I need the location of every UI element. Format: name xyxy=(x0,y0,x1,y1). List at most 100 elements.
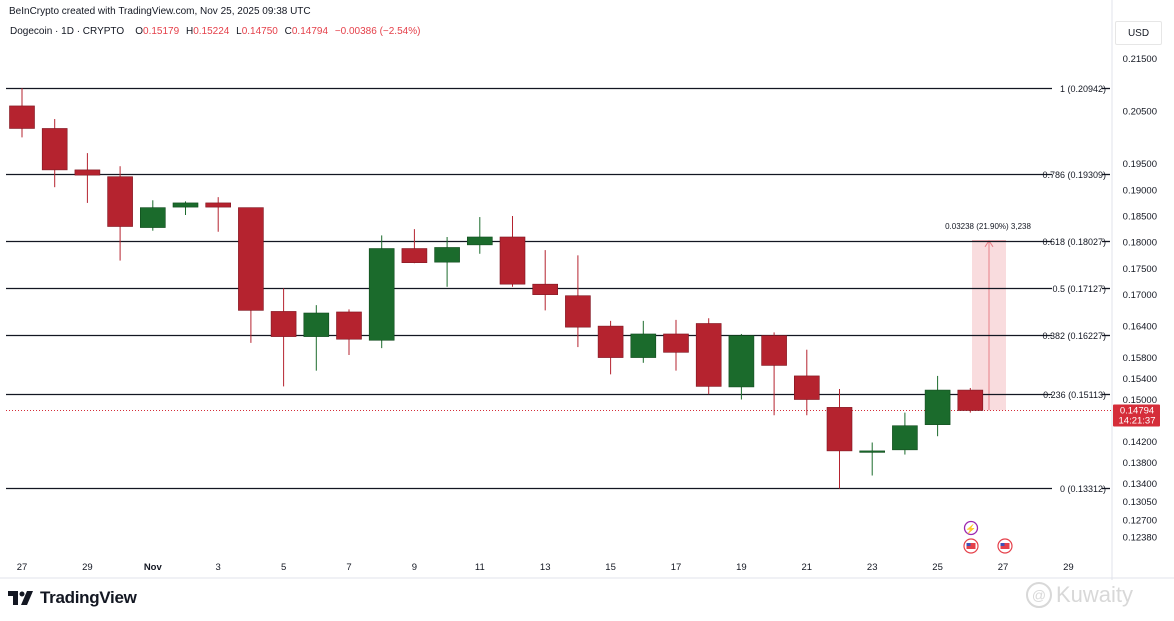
candle-body[interactable] xyxy=(336,311,362,340)
candle-body[interactable] xyxy=(303,312,330,337)
time-axis-tick: 25 xyxy=(932,562,943,573)
price-axis-tick: 0.17500 xyxy=(1123,264,1157,275)
candle-body[interactable] xyxy=(924,389,951,425)
candle-body[interactable] xyxy=(859,450,886,453)
candle-body[interactable] xyxy=(728,335,755,388)
candle-body[interactable] xyxy=(793,375,820,400)
price-axis-tick: 0.15000 xyxy=(1123,395,1157,406)
candle-body[interactable] xyxy=(892,425,918,451)
candle-body[interactable] xyxy=(238,207,264,311)
fib-level-label: 0.786 (0.19309) xyxy=(1042,170,1106,180)
time-axis-tick: 19 xyxy=(736,562,747,573)
open-value: 0.15179 xyxy=(143,26,180,37)
candle-body[interactable] xyxy=(368,248,395,341)
candle-body[interactable] xyxy=(957,389,984,411)
close-label: C xyxy=(284,26,292,37)
fib-level-label: 0.382 (0.16227) xyxy=(1042,331,1106,341)
symbol-label[interactable]: Dogecoin · 1D · CRYPTO xyxy=(10,26,125,37)
candle-body[interactable] xyxy=(597,325,624,358)
time-axis-tick: 27 xyxy=(17,562,28,573)
candle-body[interactable] xyxy=(107,176,133,227)
candle-body[interactable] xyxy=(630,333,657,358)
high-label: H xyxy=(185,26,194,37)
candle-body[interactable] xyxy=(434,247,460,263)
low-value: 0.14750 xyxy=(241,26,278,37)
price-axis-tick: 0.15800 xyxy=(1123,353,1157,364)
price-axis-tick: 0.12380 xyxy=(1123,532,1157,543)
time-axis-tick: 23 xyxy=(867,562,878,573)
tradingview-logo-icon xyxy=(8,591,33,605)
price-axis-tick: 0.20500 xyxy=(1123,107,1157,118)
low-label: L xyxy=(236,26,242,37)
candle-body[interactable] xyxy=(172,202,199,208)
tradingview-logo-text: TradingView xyxy=(40,588,137,607)
candle-body[interactable] xyxy=(140,207,166,228)
time-axis-tick: 21 xyxy=(802,562,813,573)
high-value: 0.15224 xyxy=(193,26,230,37)
price-axis-tick: 0.13800 xyxy=(1123,458,1157,469)
candle-body[interactable] xyxy=(401,248,428,263)
price-axis-tick: 0.13050 xyxy=(1123,497,1157,508)
open-label: O xyxy=(135,26,144,37)
watermark-text: Kuwaity xyxy=(1056,582,1134,607)
measure-arrow-head xyxy=(984,239,994,248)
candle-body[interactable] xyxy=(41,128,68,171)
current-price-tag xyxy=(1113,404,1160,427)
time-axis-tick: 5 xyxy=(281,562,286,573)
time-axis-tick: Nov xyxy=(144,562,163,573)
candle-body[interactable] xyxy=(532,283,559,295)
currency-selector[interactable]: USD xyxy=(1115,21,1162,45)
fib-level-label: 1 (0.20942) xyxy=(1060,84,1106,94)
fib-level-label: 0.5 (0.17127) xyxy=(1052,284,1106,294)
candle-body[interactable] xyxy=(205,202,231,208)
time-axis-tick: 27 xyxy=(998,562,1009,573)
candle-body[interactable] xyxy=(74,169,101,176)
tradingview-logo[interactable]: TradingView xyxy=(8,588,137,608)
fib-level-label: 0.618 (0.18027) xyxy=(1042,237,1106,247)
lightning-glyph: ⚡ xyxy=(965,523,976,535)
price-axis-tick: 0.21500 xyxy=(1123,54,1157,65)
candle-body[interactable] xyxy=(466,236,493,246)
time-axis-tick: 17 xyxy=(671,562,682,573)
candle-body[interactable] xyxy=(565,295,591,328)
time-axis-tick: 29 xyxy=(1063,562,1074,573)
time-axis-tick: 13 xyxy=(540,562,551,573)
candle-body[interactable] xyxy=(270,311,297,337)
price-axis-tick: 0.13400 xyxy=(1123,479,1157,490)
created-by-text: BeInCrypto created with TradingView.com,… xyxy=(9,6,311,17)
time-axis-tick: 9 xyxy=(412,562,417,573)
price-axis-tick: 0.17000 xyxy=(1123,290,1157,301)
candle-body[interactable] xyxy=(663,333,689,353)
measure-label: 0.03238 (21.90%) 3,238 xyxy=(945,222,1031,231)
price-axis-tick: 0.14200 xyxy=(1123,437,1157,448)
price-axis-tick: 0.12700 xyxy=(1123,516,1157,527)
candle-body[interactable] xyxy=(826,407,853,452)
candle-countdown: 14:21:37 xyxy=(1119,416,1156,427)
candle-body[interactable] xyxy=(9,105,35,129)
candle-body[interactable] xyxy=(499,236,526,285)
fib-level-label: 0.236 (0.15113) xyxy=(1043,390,1106,400)
price-axis-tick: 0.15400 xyxy=(1123,374,1157,385)
price-axis-tick: 0.18000 xyxy=(1123,238,1157,249)
ohlc-legend: Dogecoin · 1D · CRYPTO O0.15179 H0.15224… xyxy=(10,26,424,37)
change-value: −0.00386 (−2.54%) xyxy=(334,26,421,37)
us-flag-canton xyxy=(966,543,971,546)
candle-body[interactable] xyxy=(695,323,722,387)
close-value: 0.14794 xyxy=(291,26,329,37)
us-flag-canton xyxy=(1000,543,1005,546)
price-axis-tick: 0.19500 xyxy=(1123,159,1157,170)
time-axis-tick: 11 xyxy=(475,562,485,573)
current-price-value: 0.14794 xyxy=(1120,406,1154,417)
time-axis-tick: 29 xyxy=(82,562,93,573)
time-axis-tick: 3 xyxy=(216,562,221,573)
at-icon: @ xyxy=(1026,582,1052,608)
candle-body[interactable] xyxy=(761,335,787,366)
us-flag-stripes xyxy=(966,543,976,549)
price-axis-tick: 0.19000 xyxy=(1123,185,1157,196)
lightning-event-icon[interactable] xyxy=(963,520,979,536)
time-axis-tick: 7 xyxy=(346,562,351,573)
time-axis-tick: 15 xyxy=(605,562,616,573)
price-axis-tick: 0.18500 xyxy=(1123,212,1157,223)
